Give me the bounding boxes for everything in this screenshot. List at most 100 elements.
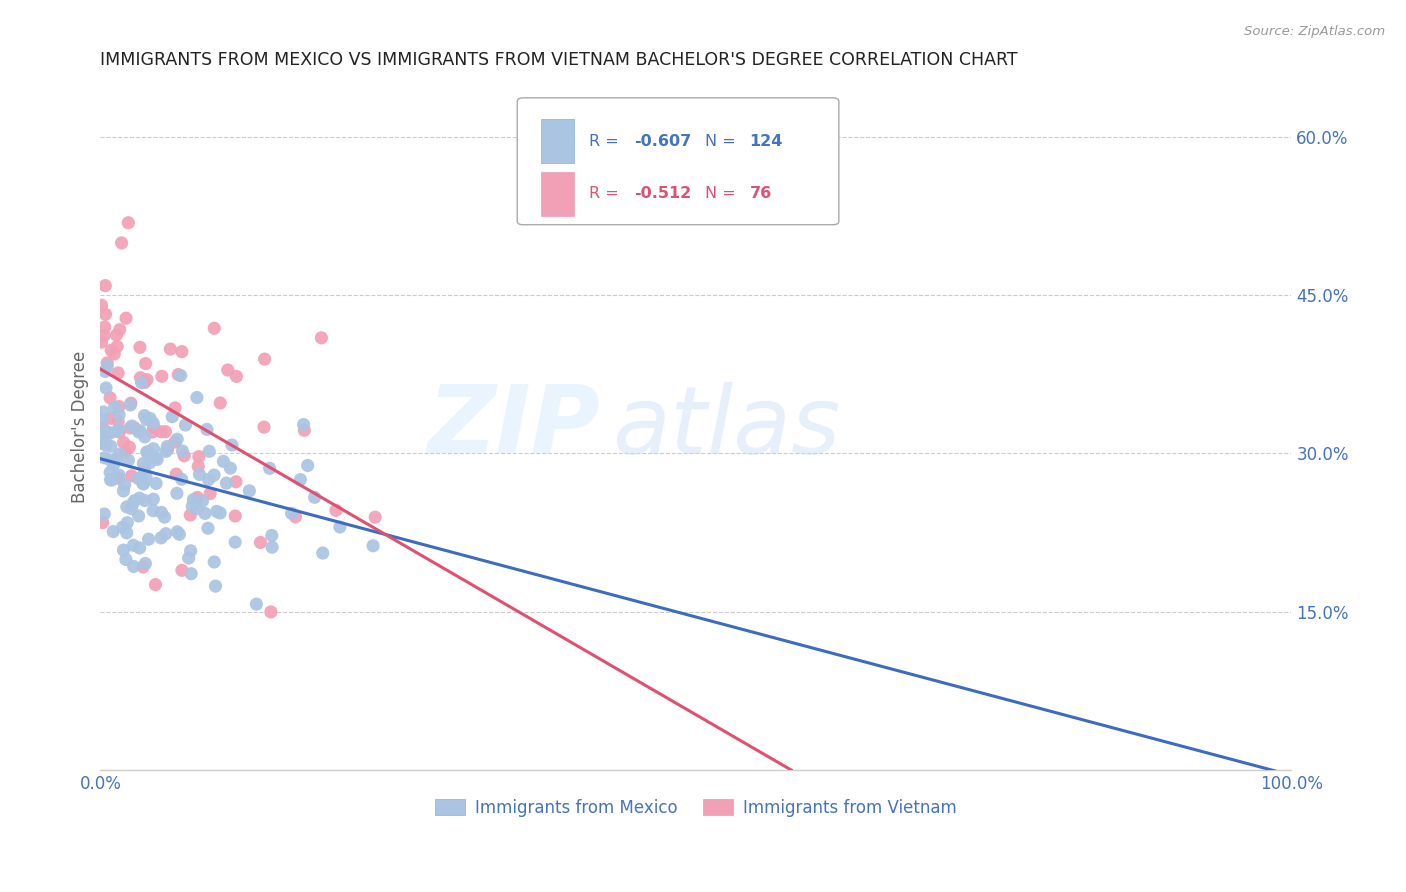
- Point: [142, 492, 165, 507]
- Point: [170, 344, 193, 359]
- Point: [100, 343, 122, 358]
- Point: [253, 420, 276, 434]
- Point: [90, 436, 112, 450]
- Point: [238, 483, 260, 498]
- Point: [108, 447, 131, 461]
- Point: [107, 366, 129, 380]
- Point: [155, 425, 177, 439]
- Point: [100, 453, 122, 467]
- Point: [120, 421, 142, 435]
- Point: [124, 493, 146, 508]
- Point: [188, 467, 211, 482]
- Point: [198, 486, 221, 500]
- Point: [224, 508, 246, 523]
- Point: [150, 369, 173, 384]
- Point: [118, 440, 141, 454]
- Point: [191, 494, 214, 508]
- Text: N =: N =: [706, 134, 741, 149]
- Point: [262, 540, 284, 554]
- Point: [180, 543, 202, 558]
- Point: [128, 508, 150, 523]
- Point: [304, 491, 326, 505]
- Point: [260, 528, 283, 542]
- Point: [132, 457, 155, 471]
- Point: [311, 331, 333, 345]
- Point: [179, 508, 201, 522]
- Point: [202, 468, 225, 483]
- Point: [107, 414, 129, 428]
- Point: [134, 557, 156, 571]
- Point: [103, 524, 125, 539]
- Point: [100, 425, 122, 440]
- Point: [90, 298, 112, 312]
- Point: [215, 476, 238, 491]
- Point: [187, 459, 209, 474]
- Point: [114, 444, 136, 458]
- Point: [297, 458, 319, 473]
- Text: IMMIGRANTS FROM MEXICO VS IMMIGRANTS FROM VIETNAM BACHELOR'S DEGREE CORRELATION : IMMIGRANTS FROM MEXICO VS IMMIGRANTS FRO…: [100, 51, 1018, 69]
- Point: [142, 504, 165, 518]
- Point: [100, 439, 122, 453]
- Point: [150, 506, 173, 520]
- Point: [93, 450, 115, 465]
- Point: [169, 368, 191, 383]
- Point: [124, 421, 146, 435]
- Point: [135, 357, 157, 371]
- Point: [361, 539, 384, 553]
- FancyBboxPatch shape: [541, 171, 575, 216]
- Point: [134, 430, 156, 444]
- Point: [166, 524, 188, 539]
- Point: [194, 507, 217, 521]
- Point: [162, 409, 184, 424]
- Text: atlas: atlas: [613, 382, 841, 473]
- Point: [117, 216, 139, 230]
- Point: [145, 577, 167, 591]
- Point: [181, 500, 204, 514]
- Point: [98, 391, 121, 405]
- Point: [129, 340, 152, 354]
- Point: [249, 535, 271, 549]
- Point: [186, 391, 208, 405]
- Point: [117, 516, 139, 530]
- Point: [122, 496, 145, 510]
- Point: [165, 467, 187, 481]
- Point: [253, 352, 276, 367]
- Text: 76: 76: [749, 186, 772, 202]
- Point: [224, 535, 246, 549]
- Point: [128, 541, 150, 555]
- Point: [121, 419, 143, 434]
- Point: [156, 440, 179, 454]
- Point: [155, 526, 177, 541]
- Point: [97, 426, 120, 441]
- Point: [169, 527, 191, 541]
- Point: [90, 428, 112, 442]
- Point: [94, 425, 117, 439]
- Point: [312, 546, 335, 560]
- Point: [115, 552, 138, 566]
- Y-axis label: Bachelor's Degree: Bachelor's Degree: [72, 351, 89, 503]
- Point: [290, 473, 312, 487]
- Point: [134, 493, 156, 508]
- Point: [180, 566, 202, 581]
- Point: [139, 456, 162, 470]
- Point: [121, 501, 143, 516]
- Text: -0.607: -0.607: [634, 134, 692, 149]
- Point: [132, 477, 155, 491]
- Point: [120, 396, 142, 410]
- Point: [135, 470, 157, 484]
- Point: [280, 507, 302, 521]
- Point: [127, 472, 149, 486]
- Point: [103, 458, 125, 472]
- Point: [112, 543, 135, 558]
- Point: [129, 471, 152, 485]
- Point: [105, 339, 128, 353]
- FancyBboxPatch shape: [541, 119, 575, 163]
- Point: [128, 491, 150, 505]
- Text: 124: 124: [749, 134, 783, 149]
- Point: [115, 311, 138, 326]
- Point: [134, 409, 156, 423]
- Point: [225, 369, 247, 384]
- Point: [103, 400, 125, 414]
- Point: [96, 359, 118, 374]
- Text: Source: ZipAtlas.com: Source: ZipAtlas.com: [1244, 25, 1385, 38]
